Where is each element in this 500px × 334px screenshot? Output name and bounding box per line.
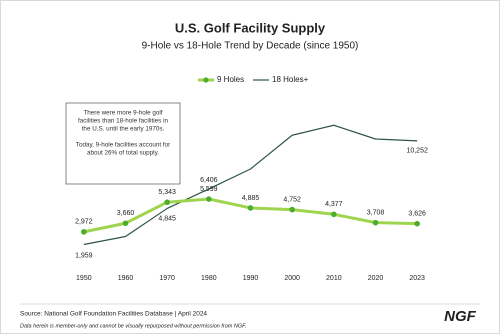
data-point — [414, 220, 420, 227]
x-tick-label: 1980 — [201, 275, 217, 282]
data-point — [331, 211, 337, 218]
x-tick-label: 2010 — [326, 275, 342, 282]
x-tick-label: 1950 — [76, 275, 92, 282]
chart-title: U.S. Golf Facility Supply — [175, 20, 326, 35]
annotation-text: the U.S. until the early 1970s. — [82, 126, 165, 133]
x-tick-label: 2023 — [409, 275, 425, 282]
annotation-text: There were more 9-hole golf — [83, 110, 162, 117]
disclaimer: Data herein is member-only and cannot be… — [20, 323, 246, 329]
value-label: 4,885 — [242, 195, 260, 202]
x-tick-label: 2020 — [368, 275, 384, 282]
data-point — [206, 196, 212, 202]
x-tick-label: 1970 — [159, 275, 175, 282]
value-label: 4,752 — [283, 196, 301, 203]
data-point — [289, 206, 295, 213]
data-point — [122, 220, 129, 227]
value-label: 4,845 — [158, 215, 176, 222]
value-label: 3,626 — [408, 211, 426, 218]
legend-marker — [203, 77, 209, 83]
data-point — [164, 199, 170, 206]
chart-subtitle: 9-Hole vs 18-Hole Trend by Decade (since… — [142, 41, 359, 52]
x-tick-label: 2000 — [284, 275, 300, 282]
value-label: 6,406 — [200, 177, 218, 184]
data-point — [81, 229, 87, 235]
value-label: 1,959 — [75, 252, 93, 259]
series-line — [83, 124, 418, 246]
value-label: 10,252 — [406, 148, 428, 155]
data-point — [247, 205, 254, 211]
logo: NGF — [444, 308, 477, 325]
value-label: 5,343 — [158, 189, 176, 196]
legend-label: 18 Holes+ — [272, 75, 309, 84]
value-label: 3,708 — [367, 209, 385, 216]
value-label: 3,660 — [117, 210, 135, 217]
annotation-box — [65, 102, 181, 185]
annotation-text: about 26% of total supply. — [87, 150, 159, 157]
annotation-text: facilities than 18-hole facilities in — [78, 118, 168, 125]
legend-label: 9 Holes — [217, 75, 244, 84]
x-tick-label: 1990 — [243, 275, 259, 282]
x-tick-label: 1960 — [118, 275, 134, 282]
annotation-text: Today, 9-hole facilities account for — [76, 142, 170, 149]
value-label: 5,599 — [200, 186, 218, 193]
data-point — [372, 219, 379, 226]
value-label: 2,972 — [75, 219, 93, 226]
value-label: 4,377 — [325, 201, 343, 208]
source: Source: National Golf Foundation Facilit… — [20, 311, 207, 318]
